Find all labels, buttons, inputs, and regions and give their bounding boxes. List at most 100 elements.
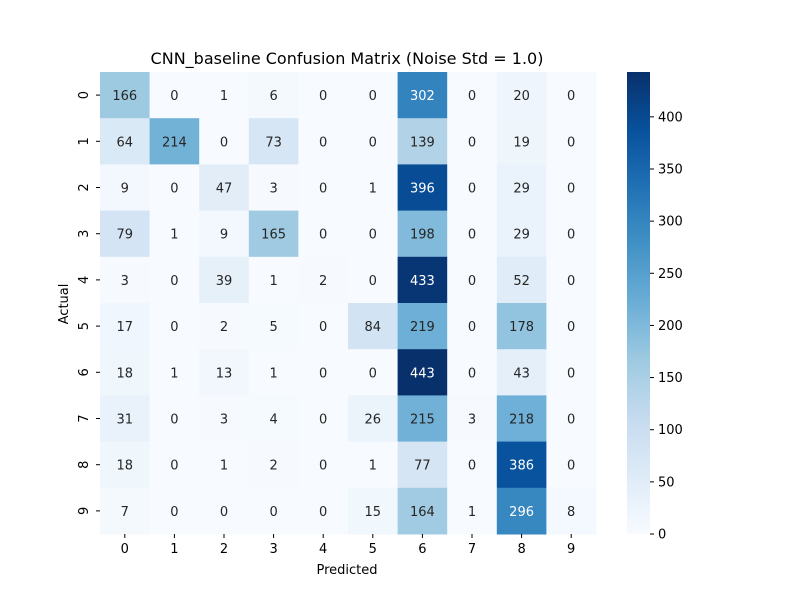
heatmap-cell xyxy=(348,303,399,350)
cell-value-label: 17 xyxy=(117,320,134,335)
cell-value-label: 0 xyxy=(319,89,327,104)
cell-value-label: 0 xyxy=(170,505,178,520)
heatmap-cell xyxy=(397,72,448,119)
cell-value-label: 39 xyxy=(216,274,233,289)
heatmap-cell xyxy=(298,441,349,489)
y-axis-label: Actual xyxy=(57,284,72,325)
x-tick-label: 8 xyxy=(517,542,525,557)
chart-title: CNN_baseline Confusion Matrix (Noise Std… xyxy=(151,49,544,69)
y-tick-label: 7 xyxy=(77,414,92,422)
cell-value-label: 0 xyxy=(468,182,476,197)
heatmap-cell xyxy=(298,256,349,304)
heatmap-cell xyxy=(546,164,597,212)
cell-value-label: 0 xyxy=(468,366,476,381)
cell-value-label: 1 xyxy=(369,459,377,474)
cell-value-label: 0 xyxy=(319,320,327,335)
cell-value-label: 178 xyxy=(509,320,534,335)
cell-value-label: 0 xyxy=(567,274,575,289)
cell-value-label: 0 xyxy=(369,366,377,381)
cell-value-label: 15 xyxy=(365,505,382,520)
cell-value-label: 1 xyxy=(369,182,377,197)
heatmap-cell xyxy=(447,210,498,258)
heatmap-cell xyxy=(100,118,151,165)
heatmap-cell xyxy=(149,210,200,258)
heatmap-cell xyxy=(199,210,250,258)
heatmap-cell xyxy=(447,72,498,119)
x-axis-ticks: 0 1 2 3 4 5 6 7 8 9 xyxy=(121,534,575,557)
cell-value-label: 6 xyxy=(269,89,277,104)
heatmap-cell xyxy=(546,487,597,535)
heatmap-cell xyxy=(546,441,597,489)
heatmap-cell xyxy=(348,256,399,304)
heatmap-cell xyxy=(149,256,200,304)
cell-value-label: 1 xyxy=(269,366,277,381)
heatmap-cell xyxy=(298,349,349,396)
cell-value-label: 8 xyxy=(567,505,575,520)
heatmap-cell xyxy=(397,118,448,165)
cell-value-label: 2 xyxy=(220,320,228,335)
x-tick-label: 0 xyxy=(121,542,129,557)
cell-value-label: 0 xyxy=(567,413,575,428)
heatmap-cell xyxy=(348,349,399,396)
colorbar-tick-label: 250 xyxy=(658,267,683,282)
heatmap-cell xyxy=(149,303,200,350)
y-tick-label: 0 xyxy=(77,91,92,99)
cell-value-label: 3 xyxy=(220,413,228,428)
cell-value-label: 3 xyxy=(468,413,476,428)
heatmap-cell xyxy=(397,487,448,535)
cell-value-label: 1 xyxy=(269,274,277,289)
heatmap-cell xyxy=(447,487,498,535)
cell-value-label: 0 xyxy=(220,505,228,520)
cell-value-label: 1 xyxy=(220,459,228,474)
cell-value-label: 0 xyxy=(567,89,575,104)
heatmap-cell xyxy=(496,164,547,212)
cell-value-label: 64 xyxy=(117,135,134,150)
cell-value-label: 2 xyxy=(269,459,277,474)
heatmap-cell xyxy=(298,118,349,165)
cell-value-label: 0 xyxy=(220,135,228,150)
colorbar-tick-label: 400 xyxy=(658,110,683,125)
colorbar: 0 50 100 150 200 250 300 350 400 xyxy=(627,72,683,543)
heatmap-cell xyxy=(496,487,547,535)
heatmap-cell xyxy=(447,349,498,396)
colorbar-tick-label: 200 xyxy=(658,319,683,334)
heatmap-cell xyxy=(248,210,299,258)
x-tick-label: 1 xyxy=(170,542,178,557)
cell-value-label: 2 xyxy=(319,274,327,289)
cell-value-label: 165 xyxy=(261,228,286,243)
cell-value-label: 4 xyxy=(269,413,277,428)
cell-value-label: 7 xyxy=(121,505,129,520)
x-tick-label: 3 xyxy=(269,542,277,557)
heatmap-cell xyxy=(447,256,498,304)
cell-value-label: 0 xyxy=(170,413,178,428)
cell-value-label: 0 xyxy=(369,135,377,150)
heatmap-cell xyxy=(447,303,498,350)
heatmap-cells: 166 0 1 6 0 0 302 0 20 064 214 0 73 0 0 139 0 19 09 0 47 3 0 1 3… xyxy=(100,72,597,535)
cell-value-label: 0 xyxy=(319,505,327,520)
y-tick-label: 9 xyxy=(77,507,92,515)
cell-value-label: 0 xyxy=(567,366,575,381)
heatmap-cell xyxy=(100,303,151,350)
heatmap-cell xyxy=(348,118,399,165)
heatmap-cell xyxy=(199,395,250,443)
cell-value-label: 386 xyxy=(509,459,534,474)
heatmap-cell xyxy=(248,487,299,535)
x-axis-label: Predicted xyxy=(316,563,377,578)
cell-value-label: 18 xyxy=(117,366,134,381)
cell-value-label: 29 xyxy=(513,182,530,197)
heatmap-cell xyxy=(248,164,299,212)
cell-value-label: 0 xyxy=(567,135,575,150)
heatmap-cell xyxy=(199,118,250,165)
cell-value-label: 0 xyxy=(319,228,327,243)
heatmap-cell xyxy=(248,441,299,489)
heatmap-cell xyxy=(199,441,250,489)
cell-value-label: 0 xyxy=(369,228,377,243)
cell-value-label: 31 xyxy=(117,413,134,428)
heatmap-cell xyxy=(348,395,399,443)
heatmap-cell xyxy=(149,487,200,535)
cell-value-label: 9 xyxy=(220,228,228,243)
heatmap-cell xyxy=(496,118,547,165)
heatmap-cell xyxy=(546,349,597,396)
heatmap-cell xyxy=(149,395,200,443)
